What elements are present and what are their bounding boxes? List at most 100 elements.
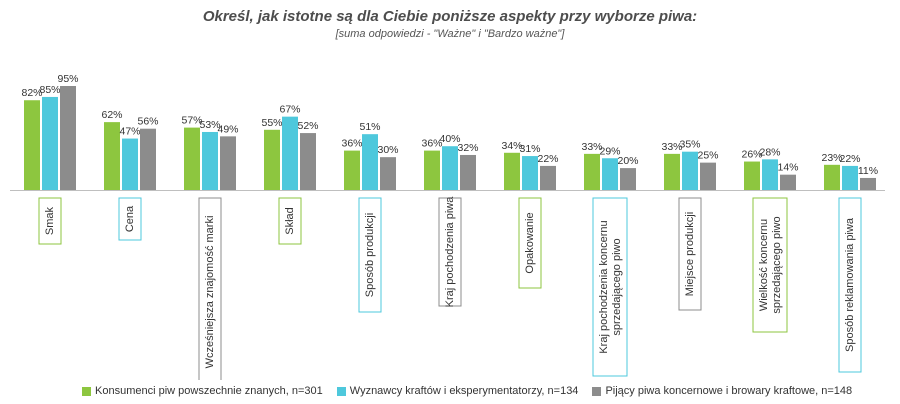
- bar-5-series-3: [380, 157, 396, 190]
- category-text-5-line-1: Sposób produkcji: [364, 213, 376, 297]
- data-label-8-series-3: 20%: [617, 155, 638, 167]
- category-text-1-line-1: Smak: [44, 206, 56, 235]
- category-label-6: Kraj pochodzenia piwa: [438, 196, 462, 308]
- bar-7-series-1: [504, 152, 520, 190]
- bar-6-series-1: [424, 150, 440, 190]
- category-text-2-line-1: Cena: [124, 205, 136, 232]
- data-label-9-series-3: 25%: [697, 150, 718, 162]
- data-label-3-series-2: 53%: [199, 119, 220, 131]
- category-text-3-line-1: Wcześniejsza znajomość marki: [204, 216, 216, 369]
- chart-subtitle: [suma odpowiedzi - "Ważne" i "Bardzo waż…: [335, 28, 565, 40]
- data-label-2-series-2: 47%: [119, 126, 140, 138]
- category-text-10-line-2: sprzedającego piwo: [771, 216, 783, 313]
- data-label-11-series-2: 22%: [839, 153, 860, 165]
- category-box-1: [38, 197, 62, 245]
- chart-title: Określ, jak istotne są dla Ciebie poniżs…: [202, 8, 698, 25]
- bar-10-series-2: [762, 159, 778, 190]
- category-label-9: Miejsce produkcji: [678, 197, 702, 311]
- category-box-3: [198, 197, 222, 380]
- bar-5-series-2: [362, 134, 378, 190]
- legend-label-series-2: Wyznawcy kraftów i eksperymentatorzy, n=…: [349, 385, 579, 397]
- data-label-1-series-3: 95%: [57, 73, 78, 85]
- legend-swatch-series-1: [82, 386, 91, 396]
- bar-10-series-1: [744, 161, 760, 190]
- bar-4-series-1: [264, 129, 280, 190]
- category-label-1: Smak: [38, 197, 62, 245]
- data-label-4-series-1: 55%: [261, 117, 282, 129]
- bar-chart: 82%85%95% Smak 62% 47%56% Cena 57%53%49% Wcześ…: [10, 73, 885, 380]
- category-label-4: Skład: [278, 197, 302, 245]
- bar-11-series-2: [842, 165, 858, 190]
- bar-4-series-2: [282, 116, 298, 190]
- data-label-8-series-2: 29%: [599, 145, 620, 157]
- category-label-8: Kraj pochodzenia koncernu sprzedającego p…: [592, 197, 628, 377]
- data-label-1-series-1: 82%: [21, 87, 42, 99]
- legend-label-series-1: Konsumenci piw powszechnie znanych, n=30…: [95, 385, 323, 397]
- bar-6-series-3: [460, 154, 476, 190]
- data-label-4-series-2: 67%: [279, 104, 300, 116]
- data-label-6-series-1: 36%: [421, 138, 442, 150]
- data-label-2-series-1: 62%: [101, 109, 122, 121]
- category-box-11: [838, 197, 862, 373]
- category-box-10: [752, 197, 788, 333]
- data-label-7-series-1: 34%: [501, 140, 522, 152]
- data-label-3-series-3: 49%: [217, 123, 238, 135]
- data-label-5-series-2: 51%: [359, 121, 380, 133]
- data-label-8-series-1: 33%: [581, 141, 602, 153]
- data-label-5-series-1: 36%: [341, 138, 362, 150]
- legend-item-series-1: Konsumenci piw powszechnie znanych, n=30…: [82, 385, 323, 397]
- bar-9-series-2: [682, 151, 698, 190]
- data-label-10-series-1: 26%: [741, 149, 762, 161]
- category-text-10-line-1: Wielkość koncernu: [758, 219, 770, 311]
- bar-9-series-1: [664, 153, 680, 190]
- category-text-7-line-1: Opakowanie: [524, 212, 536, 273]
- chart-legend: Konsumenci piw powszechnie znanych, n=30…: [82, 385, 852, 397]
- bar-3-series-1: [184, 127, 200, 190]
- data-label-1-series-2: 85%: [39, 84, 60, 96]
- bar-2-series-2: [122, 138, 138, 190]
- data-label-7-series-3: 22%: [537, 153, 558, 165]
- category-box-8: [592, 197, 628, 377]
- data-label-11-series-3: 11%: [858, 165, 878, 177]
- data-label-7-series-2: 31%: [519, 143, 540, 155]
- category-box-6: [438, 197, 462, 307]
- category-text-8-line-1: Kraj pochodzenia koncernu: [598, 220, 610, 353]
- data-label-5-series-3: 30%: [377, 144, 398, 156]
- data-label-3-series-1: 57%: [181, 115, 202, 127]
- category-label-5: Sposób produkcji: [358, 197, 382, 313]
- data-label-9-series-2: 35%: [679, 139, 700, 151]
- data-label-2-series-3: 56%: [137, 116, 158, 128]
- data-label-4-series-3: 52%: [297, 120, 318, 132]
- bar-1-series-2: [42, 96, 58, 190]
- bar-7-series-3: [540, 165, 556, 190]
- data-label-10-series-2: 28%: [759, 146, 780, 158]
- bar-7-series-2: [522, 156, 538, 190]
- bar-6-series-2: [442, 146, 458, 190]
- category-text-9-line-1: Miejsce produkcji: [684, 212, 696, 296]
- category-text-11-line-1: Sposób reklamowania piwa: [844, 217, 856, 352]
- category-text-6-line-1: Kraj pochodzenia piwa: [444, 196, 456, 308]
- data-label-11-series-1: 23%: [821, 152, 842, 164]
- bar-8-series-1: [584, 153, 600, 190]
- bar-8-series-2: [602, 158, 618, 190]
- data-label-6-series-3: 32%: [457, 142, 478, 154]
- category-box-4: [278, 197, 302, 245]
- category-label-10: Wielkość koncernu sprzedającego piwo: [752, 197, 788, 333]
- bar-2-series-1: [104, 122, 120, 190]
- bar-2-series-3: [140, 128, 156, 190]
- data-label-6-series-2: 40%: [439, 133, 460, 145]
- bar-5-series-1: [344, 150, 360, 190]
- category-text-8-line-2: sprzedającego piwo: [611, 238, 623, 335]
- bar-1-series-3: [60, 86, 76, 190]
- data-label-9-series-1: 33%: [661, 141, 682, 153]
- category-text-4-line-1: Skład: [284, 207, 296, 235]
- legend-swatch-series-3: [592, 386, 602, 396]
- legend-label-series-3: Pijący piwa koncernowe i browary kraftow…: [605, 385, 853, 397]
- bar-1-series-1: [24, 100, 40, 190]
- category-label-11: Sposób reklamowania piwa: [838, 197, 862, 373]
- category-label-2: Cena: [118, 197, 142, 241]
- category-box-2: [118, 197, 142, 241]
- bar-10-series-3: [780, 174, 796, 190]
- bar-11-series-1: [824, 164, 840, 190]
- bar-3-series-3: [220, 136, 236, 190]
